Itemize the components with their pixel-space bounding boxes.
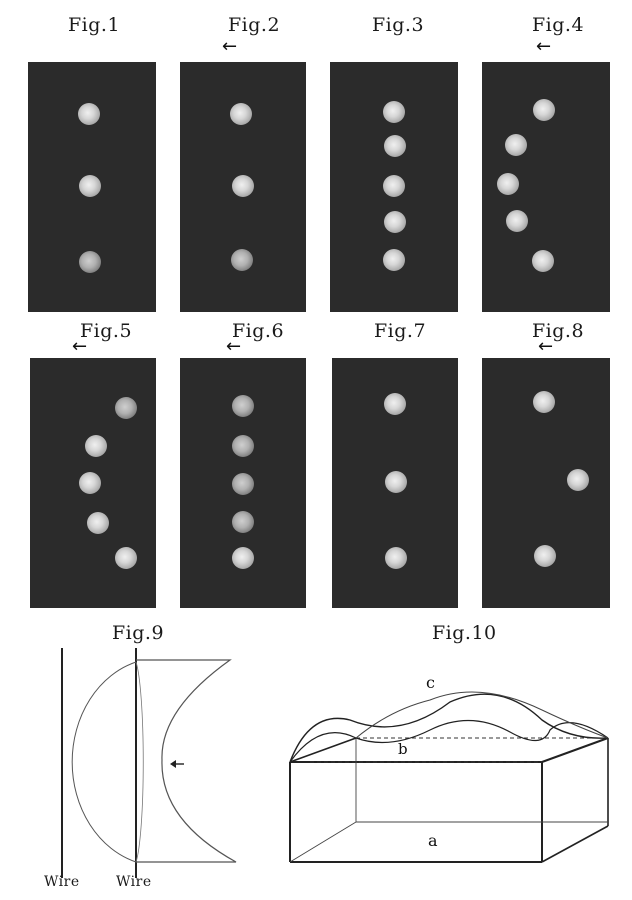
box-top-left-edge (289, 737, 357, 763)
fig4-panel (482, 62, 610, 312)
fig5-label: Fig.5 (80, 320, 133, 342)
crescent-shape (136, 659, 237, 863)
spot (232, 511, 254, 533)
fig8-label: Fig.8 (532, 320, 585, 342)
spot (85, 435, 107, 457)
spot (232, 395, 254, 417)
wave-surface-c (289, 693, 609, 763)
spot (497, 173, 519, 195)
spot (384, 211, 406, 233)
fig2-panel (180, 62, 306, 312)
spot (230, 103, 252, 125)
fig2-arrow-icon: ← (222, 36, 238, 57)
fig3-label: Fig.3 (372, 14, 425, 36)
fig1-panel (28, 62, 156, 312)
spot (533, 391, 555, 413)
spot (383, 175, 405, 197)
spot (385, 547, 407, 569)
fig5-panel (30, 358, 156, 608)
fig7-panel (332, 358, 458, 608)
spot (505, 134, 527, 156)
fig4-arrow-icon: ← (536, 36, 552, 57)
spot (532, 250, 554, 272)
label-c: c (426, 673, 435, 692)
fig8-arrow-icon: ← (538, 336, 554, 357)
fig10-label: Fig.10 (432, 622, 497, 644)
fig2-label: Fig.2 (228, 14, 281, 36)
wire-right-label: Wire (116, 874, 152, 890)
fig10-diagram: c b a (289, 673, 609, 863)
fig1-label: Fig.1 (68, 14, 121, 36)
spot (232, 435, 254, 457)
fig7-label: Fig.7 (374, 320, 427, 342)
spot (385, 471, 407, 493)
fig4-label: Fig.4 (532, 14, 585, 36)
box-top-right-edge (541, 737, 609, 763)
fig3-panel (330, 62, 458, 312)
spot (534, 545, 556, 567)
spot (506, 210, 528, 232)
spot (383, 249, 405, 271)
spot (87, 512, 109, 534)
fig8-panel (482, 358, 610, 608)
circle-outline (71, 661, 137, 863)
spot (383, 101, 405, 123)
spot (232, 473, 254, 495)
spot (567, 469, 589, 491)
fig6-panel (180, 358, 306, 608)
spot (79, 472, 101, 494)
spot (115, 547, 137, 569)
hidden-left-bottom-edge (289, 821, 357, 863)
spot (384, 393, 406, 415)
wave-surface-back (355, 691, 609, 739)
arrow-head-icon (170, 760, 176, 768)
spot (231, 249, 253, 271)
fig5-arrow-icon: ← (72, 336, 88, 357)
label-b: b (398, 740, 408, 758)
fig6-arrow-icon: ← (226, 336, 242, 357)
spot (115, 397, 137, 419)
spot (533, 99, 555, 121)
fig6-label: Fig.6 (232, 320, 285, 342)
spot (232, 547, 254, 569)
spot (384, 135, 406, 157)
fig9-diagram (61, 648, 237, 878)
box-bottom-right-edge (541, 825, 609, 863)
spot (79, 251, 101, 273)
fig9-label: Fig.9 (112, 622, 165, 644)
wire-left-label: Wire (44, 874, 80, 890)
label-a: a (428, 831, 438, 850)
circle-outline-inner (135, 661, 144, 863)
spot (78, 103, 100, 125)
spot (232, 175, 254, 197)
spot (79, 175, 101, 197)
wave-surface-b (289, 719, 609, 763)
